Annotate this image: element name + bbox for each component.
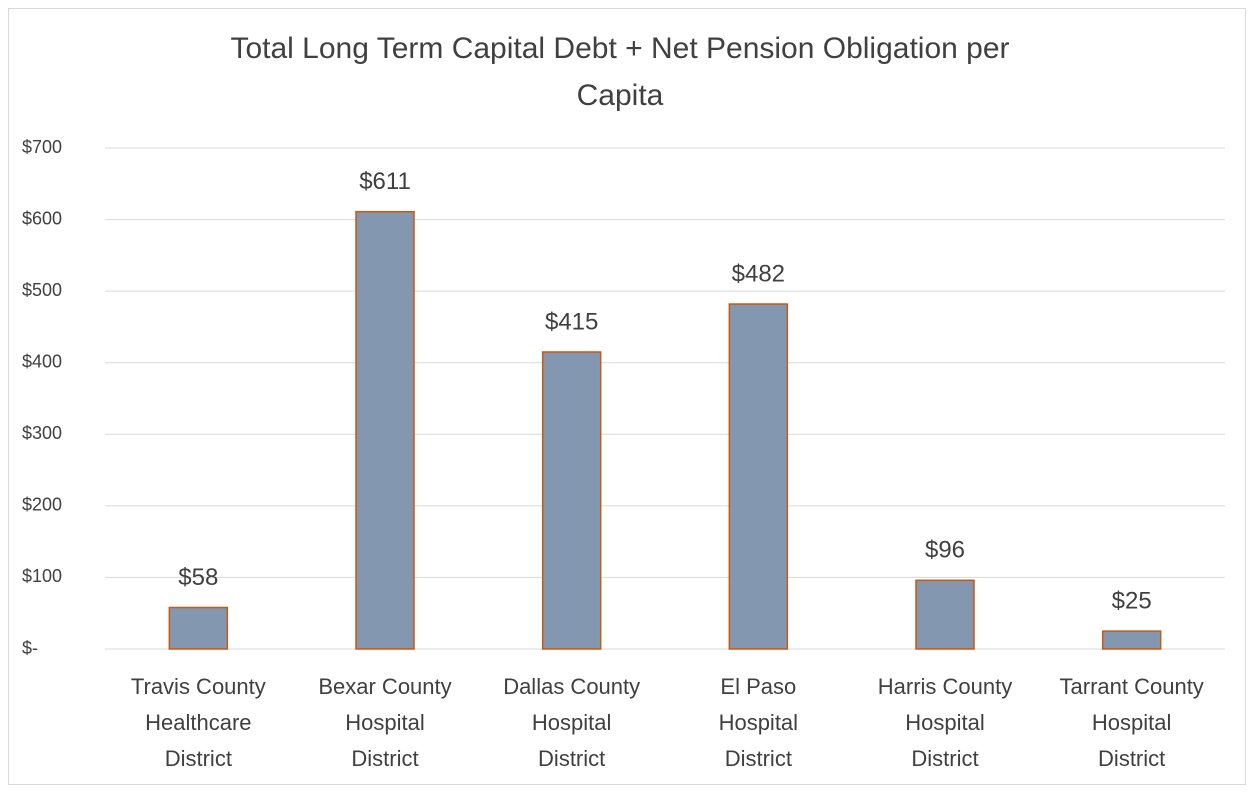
x-tick-label: District (538, 746, 605, 771)
x-tick-label: Hospital (532, 710, 611, 735)
x-tick-label: Hospital (1092, 710, 1171, 735)
data-label: $58 (178, 564, 218, 591)
chart-title: Total Long Term Capital Debt + Net Pensi… (230, 32, 1009, 65)
data-label: $611 (359, 168, 411, 195)
y-tick-label: $300 (22, 423, 62, 443)
x-tick-label: Travis County (131, 674, 266, 699)
bar (728, 303, 789, 650)
x-tick-label: District (725, 746, 792, 771)
x-tick-label: Hospital (719, 710, 798, 735)
x-tick-label: Harris County (878, 674, 1012, 699)
bar (355, 210, 415, 650)
x-tick-label: Hospital (905, 710, 984, 735)
data-label: $415 (545, 308, 598, 335)
chart-title: Capita (577, 79, 664, 112)
bar (541, 351, 602, 650)
y-tick-label: $200 (22, 495, 62, 515)
x-tick-label: El Paso (720, 674, 796, 699)
y-tick-label: $600 (22, 208, 62, 228)
x-tick-label: Tarrant County (1060, 674, 1204, 699)
data-label: $482 (732, 260, 785, 287)
y-tick-label: $700 (22, 137, 62, 157)
x-tick-label: Healthcare (145, 710, 251, 735)
x-tick-label: District (165, 746, 232, 771)
chart-border (8, 8, 1246, 785)
x-tick-label: Hospital (345, 710, 424, 735)
bar (168, 606, 229, 650)
x-tick-label: District (911, 746, 978, 771)
bar (915, 579, 975, 650)
y-tick-label: $- (22, 638, 38, 658)
data-label: $96 (925, 537, 965, 564)
data-label: $25 (1112, 587, 1152, 614)
y-tick-label: $100 (22, 566, 62, 586)
x-tick-label: District (351, 746, 418, 771)
bar (1101, 630, 1162, 650)
y-tick-label: $400 (22, 351, 62, 371)
x-tick-label: Dallas County (503, 674, 640, 699)
x-tick-label: Bexar County (318, 674, 451, 699)
y-tick-label: $500 (22, 280, 62, 300)
x-tick-label: District (1098, 746, 1165, 771)
